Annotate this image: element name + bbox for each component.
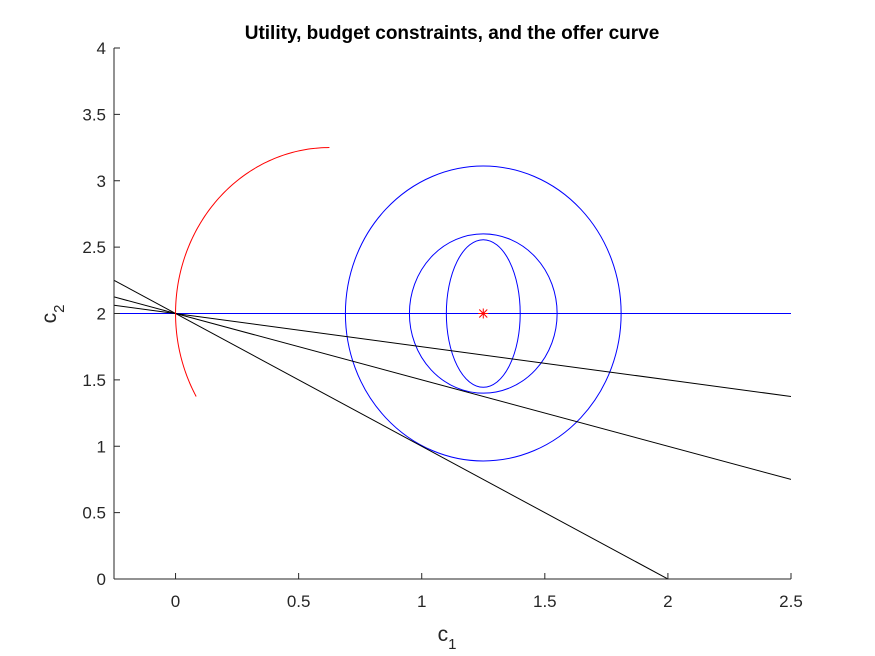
x-tick-label: 2 [663,592,672,611]
x-tick-label: 0.5 [287,592,311,611]
offer-curve [175,147,330,397]
indifference-curve-2 [408,233,558,394]
bliss-point-marker [478,308,489,319]
x-tick-label: 0 [171,592,180,611]
y-tick-label: 3.5 [82,105,106,124]
y-tick-label: 1 [97,437,106,456]
y-tick-label: 2 [97,305,106,324]
y-tick-label: 0.5 [82,504,106,523]
x-tick-label: 2.5 [779,592,803,611]
x-axis-label-base: c [438,623,449,646]
x-axis-label: c1 [438,623,457,653]
y-tick-label: 4 [97,39,106,58]
budget-line-2 [114,296,791,480]
y-axis-label-sub: 2 [51,305,68,313]
y-tick-label: 1.5 [82,371,106,390]
x-axis-label-sub: 1 [448,636,456,653]
y-axis-label-base: c [38,313,61,324]
y-tick-label: 2.5 [82,238,106,257]
indifference-curve-3 [344,165,622,462]
x-tick-label: 1.5 [533,592,557,611]
y-tick-label: 3 [97,172,106,191]
chart-title: Utility, budget constraints, and the off… [245,23,660,44]
budget-line-1 [114,279,669,579]
y-ticks: 0 0.5 1 1.5 2 2.5 3 3.5 4 [82,39,120,589]
y-tick-label: 0 [97,570,106,589]
budget-line-3 [114,304,791,397]
y-axis-label: c2 [38,305,68,324]
x-ticks: 0 0.5 1 1.5 2 2.5 [171,573,803,611]
x-tick-label: 1 [417,592,426,611]
indifference-curve-1 [445,239,521,388]
plot-area [114,147,791,579]
